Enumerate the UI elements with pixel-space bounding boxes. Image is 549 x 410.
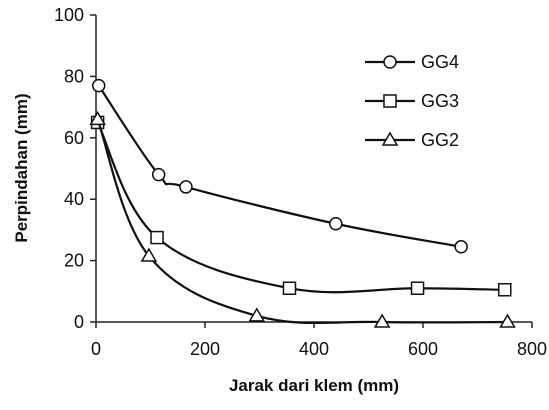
legend-item-gg3: GG3: [365, 91, 459, 111]
y-tick-label: 20: [64, 251, 84, 271]
y-tick-label: 0: [74, 312, 84, 332]
x-tick-label: 600: [408, 339, 438, 359]
x-tick-label: 400: [299, 339, 329, 359]
y-tick-label: 60: [64, 128, 84, 148]
y-tick-label: 80: [64, 66, 84, 86]
data-point-gg4: [179, 180, 193, 194]
data-point-gg3: [498, 283, 512, 297]
series-line-gg4: [97, 84, 462, 248]
legend-marker-square: [383, 94, 397, 108]
legend-marker-circle: [383, 55, 397, 69]
data-point-gg3: [410, 281, 425, 295]
series-gg3: [90, 115, 512, 297]
series-gg2: [89, 110, 516, 328]
data-point-gg2: [140, 247, 158, 262]
data-point-gg4: [329, 217, 343, 231]
data-point-gg3: [282, 281, 297, 295]
x-tick-label: 800: [517, 339, 547, 359]
legend: GG4 GG3 GG2: [365, 52, 459, 150]
data-point-gg2: [499, 313, 516, 328]
legend-label: GG2: [421, 130, 459, 150]
legend-label: GG4: [421, 52, 459, 72]
data-point-gg3: [150, 230, 164, 245]
y-tick-label: 40: [64, 189, 84, 209]
y-tick-label: 100: [54, 5, 84, 25]
y-ticks: 0 20 40 60 80 100: [54, 5, 96, 332]
y-axis-title: Perpindahan (mm): [12, 93, 31, 242]
data-point-gg4: [91, 78, 106, 93]
x-axis-title: Jarak dari klem (mm): [229, 376, 399, 395]
x-ticks: 0 200 400 600 800: [91, 322, 547, 359]
data-point-gg2: [373, 313, 391, 328]
legend-label: GG3: [421, 91, 459, 111]
series-gg4: [91, 78, 468, 254]
legend-item-gg4: GG4: [365, 52, 459, 72]
data-point-gg2: [89, 110, 106, 126]
x-tick-label: 0: [91, 339, 101, 359]
data-point-gg4: [454, 240, 468, 254]
data-point-gg2: [248, 307, 266, 322]
data-point-gg4: [151, 167, 166, 182]
x-tick-label: 200: [190, 339, 220, 359]
series-layer: [89, 78, 516, 328]
legend-marker-triangle: [381, 131, 399, 146]
legend-item-gg2: GG2: [365, 130, 459, 150]
